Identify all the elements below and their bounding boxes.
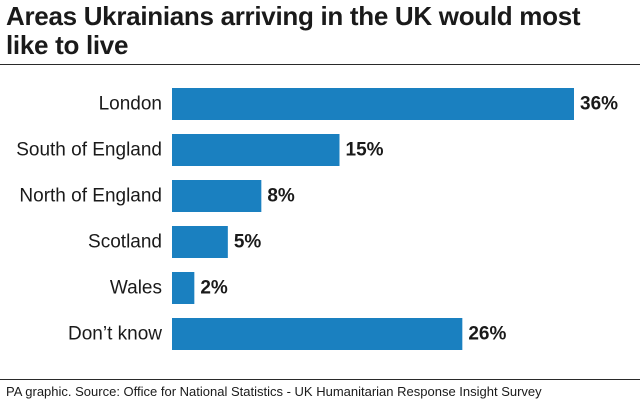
category-label: South of England: [16, 140, 162, 161]
value-label: 8%: [267, 186, 295, 207]
category-label: Don’t know: [68, 324, 162, 345]
category-label: North of England: [19, 186, 162, 207]
bar: [172, 134, 340, 166]
footer-divider: [0, 379, 640, 380]
chart-title: Areas Ukrainians arriving in the UK woul…: [6, 1, 581, 60]
title-divider: [0, 64, 640, 65]
bar-chart: London 36% South of England 15% North of Eng…: [16, 88, 618, 350]
category-label: London: [99, 94, 162, 115]
bar: [172, 180, 262, 212]
value-label: 15%: [346, 140, 384, 161]
value-label: 36%: [580, 94, 618, 115]
source-note: PA graphic. Source: Office for National …: [6, 384, 542, 399]
value-label: 2%: [200, 278, 228, 299]
bar: [172, 88, 574, 120]
bar: [172, 272, 195, 304]
bar: [172, 318, 463, 350]
bar: [172, 226, 228, 258]
category-label: Wales: [110, 278, 162, 299]
value-label: 26%: [468, 324, 506, 345]
value-label: 5%: [234, 232, 262, 253]
category-label: Scotland: [88, 232, 162, 253]
